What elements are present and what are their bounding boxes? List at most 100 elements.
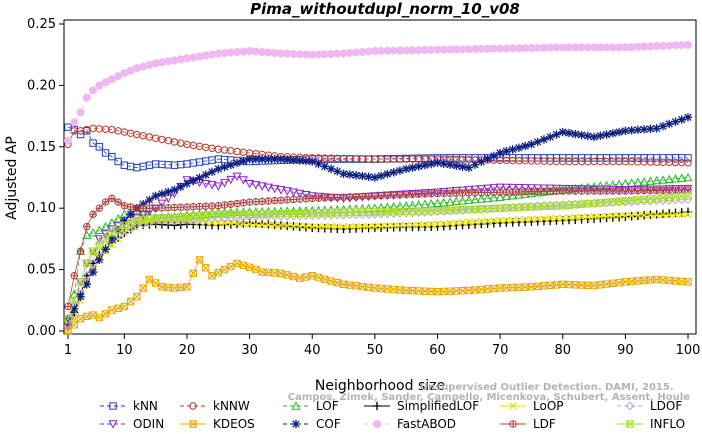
data-point-lof	[101, 221, 111, 231]
data-point-kdeos	[302, 273, 310, 281]
data-point-odin	[213, 182, 223, 191]
data-point-cof	[358, 171, 367, 181]
data-point-lof	[533, 187, 543, 197]
data-point-cof	[420, 161, 430, 170]
data-point-kdeos	[283, 271, 291, 279]
data-point-ldf	[164, 204, 172, 212]
x-tick-label: 40	[304, 343, 321, 358]
data-point-odin	[520, 184, 530, 193]
legend-label-ldf: LDF	[533, 417, 556, 431]
data-point-kdeos	[289, 272, 298, 281]
data-point-loop	[627, 211, 636, 220]
data-point-cof	[589, 132, 599, 142]
data-point-ldof	[282, 211, 292, 221]
data-point-inflo	[133, 216, 141, 225]
data-point-kdeos	[145, 275, 154, 284]
data-point-ldof	[470, 205, 480, 215]
data-point-odin	[508, 183, 518, 193]
data-point-odin	[295, 189, 305, 199]
data-point-knn	[684, 154, 692, 162]
data-point-ldof	[314, 211, 323, 220]
data-point-loop	[427, 220, 435, 229]
data-point-loop	[552, 214, 561, 222]
data-point-ldof	[483, 204, 493, 214]
data-point-cof	[433, 158, 442, 167]
data-point-cof	[145, 195, 154, 205]
data-point-ldf	[189, 203, 197, 211]
series-fastabod	[63, 40, 693, 145]
data-point-ldof	[88, 259, 98, 268]
data-point-ldf	[64, 302, 72, 311]
data-point-odin	[432, 188, 443, 197]
data-point-loop	[452, 219, 460, 227]
data-point-ldf	[89, 210, 97, 218]
data-point-loop	[415, 221, 423, 229]
data-point-cof	[483, 154, 492, 164]
data-point-cof	[351, 171, 361, 180]
data-point-ldf	[571, 187, 579, 195]
legend-marker-odin	[108, 420, 118, 429]
data-point-odin	[614, 185, 624, 195]
data-point-lof	[464, 195, 474, 204]
data-point-ldof	[263, 212, 273, 221]
data-point-loop	[490, 217, 498, 225]
data-point-cof	[289, 155, 298, 165]
data-point-ldf	[671, 186, 680, 194]
data-point-odin	[645, 185, 655, 195]
data-point-ldf	[296, 195, 304, 203]
data-point-cof	[126, 210, 135, 219]
data-point-lof	[639, 177, 649, 186]
data-point-ldof	[639, 196, 649, 206]
data-point-kdeos	[245, 263, 254, 271]
data-point-odin	[282, 187, 292, 196]
data-point-ldf	[120, 202, 129, 210]
data-point-lof	[501, 191, 511, 201]
data-point-loop	[333, 222, 341, 231]
series-knnw	[64, 124, 692, 167]
data-point-cof	[633, 125, 643, 135]
data-point-ldf	[183, 203, 191, 211]
data-point-ldf	[321, 194, 329, 202]
data-point-cof	[389, 168, 398, 177]
series-loop	[64, 210, 692, 331]
data-point-loop	[659, 211, 667, 219]
data-point-ldof	[251, 212, 261, 222]
data-point-ldof	[245, 212, 255, 222]
data-point-lof	[451, 196, 461, 206]
data-point-ldof	[270, 211, 280, 221]
data-point-ldof	[320, 210, 330, 220]
data-point-odin	[245, 179, 255, 189]
data-point-loop	[508, 216, 517, 224]
data-point-kdeos	[83, 312, 91, 320]
data-point-ldf	[339, 193, 348, 201]
data-point-lof	[458, 196, 468, 205]
data-point-ldf	[615, 187, 623, 195]
data-point-odin	[439, 188, 449, 197]
data-point-cof	[502, 147, 511, 156]
legend-label-cof: COF	[316, 417, 341, 431]
data-point-odin	[633, 185, 643, 195]
data-point-odin	[664, 185, 674, 194]
data-point-kdeos	[101, 310, 110, 318]
data-point-ldf	[252, 198, 260, 206]
data-point-lof	[489, 193, 499, 202]
data-point-ldf	[202, 202, 210, 210]
data-point-cof	[207, 167, 217, 177]
data-point-loop	[264, 221, 273, 229]
data-point-ldf	[389, 191, 398, 199]
data-point-kdeos	[214, 268, 223, 277]
data-point-kdeos	[133, 292, 141, 301]
data-point-cof	[533, 137, 542, 147]
data-point-cof	[602, 130, 611, 139]
data-point-cof	[276, 154, 286, 164]
data-point-fastabod	[63, 136, 73, 145]
data-point-lof	[445, 197, 455, 206]
data-point-loop	[383, 222, 392, 230]
data-point-ldf	[565, 187, 573, 195]
data-point-cof	[120, 216, 129, 225]
data-point-cof	[683, 113, 693, 122]
data-point-ldf	[126, 203, 135, 211]
data-point-lof	[432, 198, 443, 207]
x-tick-label: 70	[492, 343, 509, 358]
data-point-cof	[182, 179, 192, 188]
